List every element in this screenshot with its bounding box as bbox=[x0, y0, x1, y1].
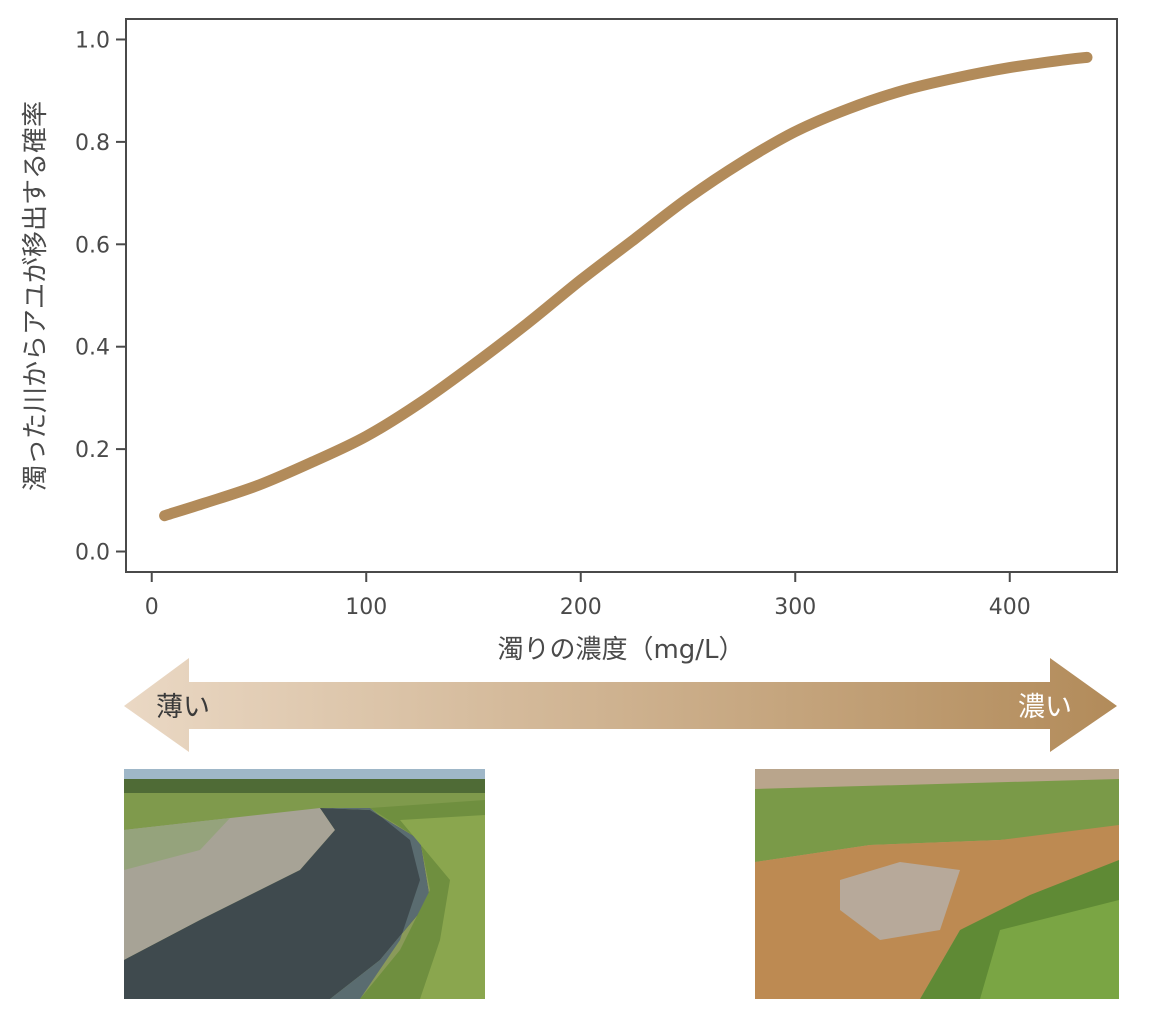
x-tick-label: 300 bbox=[774, 595, 816, 620]
x-tick-label: 100 bbox=[345, 595, 387, 620]
x-axis-title: 濁りの濃度（mg/L） bbox=[497, 635, 744, 665]
y-tick-label: 1.0 bbox=[75, 28, 110, 53]
concentration-scale-arrow: 薄い 濃い bbox=[124, 658, 1117, 752]
x-tick-label: 0 bbox=[145, 595, 159, 620]
probability-curve bbox=[159, 51, 1093, 522]
y-tick-label: 0.0 bbox=[75, 541, 110, 566]
scale-arrow-shape bbox=[124, 658, 1117, 752]
x-tick-label: 200 bbox=[560, 595, 602, 620]
y-tick-label: 0.4 bbox=[75, 336, 110, 361]
x-axis: 0 100 200 300 400 bbox=[145, 572, 1031, 620]
clear-stream-photo bbox=[124, 769, 485, 999]
y-tick-label: 0.6 bbox=[75, 233, 110, 258]
scale-right-label: 濃い bbox=[1018, 692, 1072, 723]
plot-frame bbox=[125, 18, 1118, 573]
y-axis-title: 濁った川からアユが移出する確率 bbox=[21, 101, 51, 491]
turbid-stream-photo bbox=[755, 769, 1119, 999]
scale-left-label: 薄い bbox=[156, 692, 210, 723]
y-tick-label: 0.8 bbox=[75, 131, 110, 156]
y-axis: 0.0 0.2 0.4 0.6 0.8 1.0 bbox=[75, 28, 126, 566]
series-layer bbox=[159, 51, 1093, 522]
x-tick-label: 400 bbox=[989, 595, 1031, 620]
y-tick-label: 0.2 bbox=[75, 438, 110, 463]
